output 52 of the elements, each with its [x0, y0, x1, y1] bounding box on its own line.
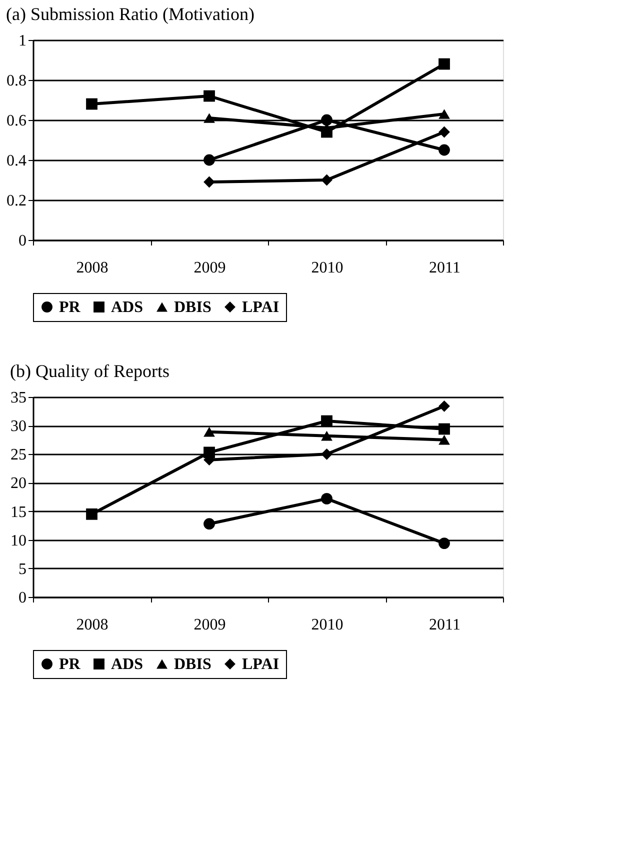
chart-title: (a) Submission Ratio (Motivation): [6, 4, 254, 24]
point: [438, 144, 450, 156]
y-tick-label: 1: [18, 32, 26, 50]
point: [438, 58, 450, 70]
y-tick-label: 5: [18, 560, 26, 578]
x-tick-label: 2008: [76, 616, 108, 634]
y-tick-label: 0.2: [6, 192, 26, 210]
x-tick-label: 2011: [429, 616, 460, 634]
y-tick-label: 35: [10, 390, 26, 406]
legend-label: PR: [59, 656, 81, 673]
point: [438, 126, 450, 138]
point: [321, 448, 332, 460]
y-tick-label: 20: [10, 475, 26, 492]
y-tick-label: 0.8: [6, 72, 26, 90]
x-tick-label: 2009: [194, 260, 226, 276]
y-tick-label: 25: [10, 446, 26, 464]
point: [204, 518, 215, 530]
y-tick-label: 0: [18, 232, 26, 250]
point: [321, 114, 332, 126]
point: [321, 415, 332, 427]
x-tick-label: 2010: [311, 616, 344, 634]
x-tick-label: 2011: [429, 260, 460, 276]
y-tick-label: 10: [10, 532, 26, 550]
y-tick-label: 0.6: [6, 112, 26, 130]
point: [438, 423, 450, 435]
point: [321, 493, 332, 504]
y-tick-label: 0: [18, 590, 26, 606]
point: [438, 400, 450, 412]
x-tick-label: 2009: [194, 616, 226, 634]
point: [204, 154, 215, 166]
point: [321, 430, 332, 441]
point: [86, 508, 98, 520]
legend-label: DBIS: [174, 656, 212, 673]
point: [204, 176, 215, 188]
y-tick-label: 30: [10, 418, 26, 436]
legend-label: LPAI: [242, 299, 280, 316]
legend-label: ADS: [111, 656, 144, 673]
point: [204, 426, 215, 437]
point: [438, 434, 450, 445]
x-tick-label: 2010: [311, 260, 344, 276]
y-tick-label: 0.4: [6, 152, 26, 170]
legend-label: ADS: [111, 299, 144, 316]
point: [204, 90, 215, 102]
chart-title: (b) Quality of Reports: [10, 361, 170, 381]
point: [438, 538, 450, 549]
point: [86, 98, 98, 110]
legend-label: DBIS: [174, 299, 212, 316]
x-tick-label: 2008: [76, 260, 108, 276]
point: [321, 174, 332, 186]
y-tick-label: 15: [10, 504, 26, 521]
legend-label: LPAI: [242, 656, 280, 673]
legend-label: PR: [59, 299, 81, 316]
